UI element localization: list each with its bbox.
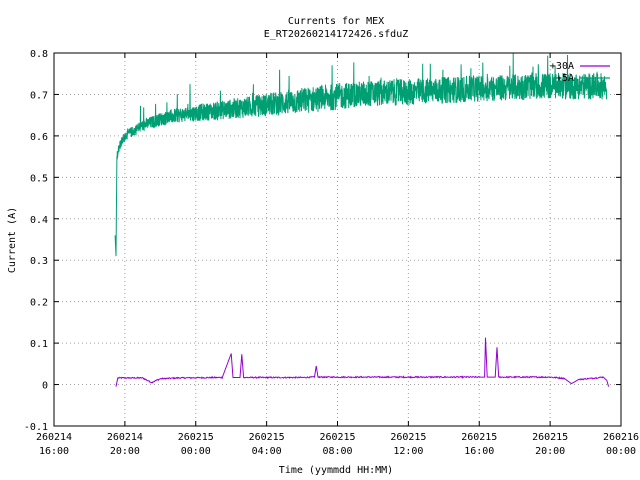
y-tick-label: 0.8 — [30, 49, 48, 60]
series-lines — [115, 53, 608, 387]
chart-title: Currents for MEX — [288, 16, 384, 27]
x-tick-date: 260214 — [107, 432, 143, 443]
x-tick-time: 16:00 — [464, 446, 494, 457]
x-tick-time: 08:00 — [322, 446, 352, 457]
y-tick-label: 0.5 — [30, 173, 48, 184]
y-tick-labels: -0.100.10.20.30.40.50.60.70.8 — [24, 49, 48, 433]
x-tick-time: 00:00 — [181, 446, 211, 457]
y-tick-label: 0.6 — [30, 132, 48, 143]
grid-lines — [54, 53, 621, 426]
y-tick-label: 0.4 — [30, 215, 48, 226]
x-tick-date: 260215 — [249, 432, 285, 443]
x-tick-time: 00:00 — [606, 446, 636, 457]
x-tick-labels: 260214 16:00 260214 20:00 260215 00:00 260215 0… — [36, 432, 639, 457]
series-line-plus5a — [115, 53, 607, 256]
x-tick-date: 260215 — [178, 432, 214, 443]
x-tick-time: 12:00 — [393, 446, 423, 457]
series-line-plus30a — [116, 338, 609, 387]
x-tick-date: 260214 — [36, 432, 72, 443]
x-tick-date: 260215 — [461, 432, 497, 443]
legend-label: +5A — [556, 73, 574, 84]
x-tick-date: 260215 — [532, 432, 568, 443]
y-tick-label: 0.1 — [30, 339, 48, 350]
x-tick-time: 20:00 — [110, 446, 140, 457]
chart-subtitle: E_RT20260214172426.sfduZ — [264, 29, 409, 40]
x-axis-label: Time (yymmdd HH:MM) — [279, 465, 393, 476]
x-tick-date: 260215 — [390, 432, 426, 443]
y-axis-label: Current (A) — [7, 207, 18, 273]
y-tick-label: 0.7 — [30, 90, 48, 101]
x-tick-date: 260215 — [319, 432, 355, 443]
x-tick-time: 04:00 — [252, 446, 282, 457]
x-tick-time: 20:00 — [535, 446, 565, 457]
legend-label: +30A — [550, 61, 574, 72]
x-tick-time: 16:00 — [39, 446, 69, 457]
y-tick-label: 0.2 — [30, 298, 48, 309]
y-tick-label: 0 — [42, 381, 48, 392]
y-tick-label: 0.3 — [30, 256, 48, 267]
plot-frame — [54, 53, 621, 426]
x-tick-date: 260216 — [603, 432, 639, 443]
